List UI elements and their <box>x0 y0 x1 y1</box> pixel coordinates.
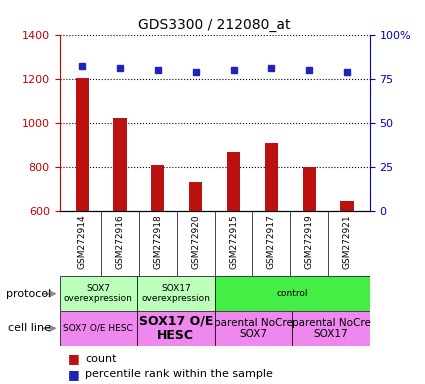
Text: control: control <box>276 289 308 298</box>
Text: ■: ■ <box>68 353 80 366</box>
Bar <box>76 78 89 211</box>
Text: GSM272917: GSM272917 <box>267 215 276 269</box>
Bar <box>215 276 370 311</box>
Text: GSM272920: GSM272920 <box>191 215 200 269</box>
Bar <box>265 143 278 211</box>
Text: GSM272914: GSM272914 <box>78 215 87 269</box>
Text: GSM272916: GSM272916 <box>116 215 125 269</box>
Bar <box>113 119 127 211</box>
Bar <box>137 311 215 346</box>
Bar <box>292 311 370 346</box>
Text: protocol: protocol <box>6 289 51 299</box>
Text: GSM272919: GSM272919 <box>305 215 314 269</box>
Title: GDS3300 / 212080_at: GDS3300 / 212080_at <box>139 18 291 32</box>
Text: SOX17 O/E
HESC: SOX17 O/E HESC <box>139 314 213 342</box>
Text: parental NoCre
SOX7: parental NoCre SOX7 <box>214 318 293 339</box>
Bar <box>227 152 240 211</box>
Bar <box>303 167 316 211</box>
Text: ■: ■ <box>68 368 80 381</box>
Text: GSM272915: GSM272915 <box>229 215 238 269</box>
Bar <box>215 311 292 346</box>
Text: GSM272921: GSM272921 <box>343 215 351 269</box>
Bar <box>151 165 164 211</box>
Text: SOX17
overexpression: SOX17 overexpression <box>142 284 210 303</box>
Text: GSM272918: GSM272918 <box>153 215 162 269</box>
Text: SOX7
overexpression: SOX7 overexpression <box>64 284 133 303</box>
Text: SOX7 O/E HESC: SOX7 O/E HESC <box>63 324 133 333</box>
Bar <box>189 182 202 211</box>
Text: parental NoCre
SOX17: parental NoCre SOX17 <box>292 318 371 339</box>
Text: count: count <box>85 354 116 364</box>
Bar <box>60 276 137 311</box>
Bar <box>137 276 215 311</box>
Bar <box>60 311 137 346</box>
Text: percentile rank within the sample: percentile rank within the sample <box>85 369 273 379</box>
Bar <box>340 201 354 211</box>
Text: cell line: cell line <box>8 323 51 333</box>
